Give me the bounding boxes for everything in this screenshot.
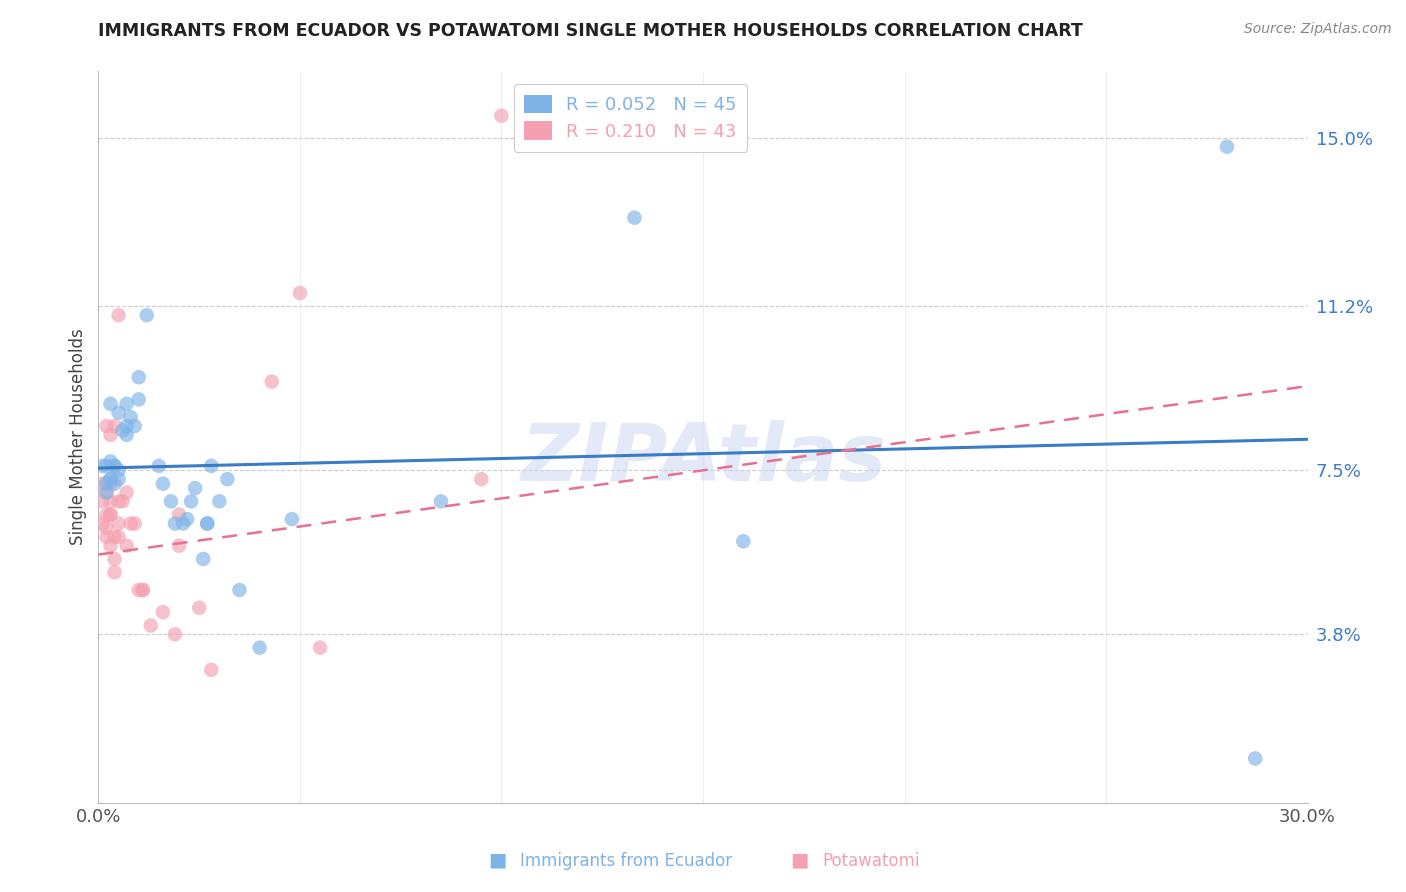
Point — [135, 308, 157, 322]
Point — [91, 476, 114, 491]
Point — [103, 458, 125, 473]
Point — [115, 428, 138, 442]
Point — [111, 494, 134, 508]
Point — [228, 582, 250, 597]
Point — [120, 410, 142, 425]
Point — [128, 582, 150, 597]
Point — [96, 476, 118, 491]
Text: ■: ■ — [488, 851, 506, 870]
Point — [184, 481, 207, 495]
Point — [100, 508, 122, 522]
Point — [96, 458, 118, 473]
Text: IMMIGRANTS FROM ECUADOR VS POTAWATOMI SINGLE MOTHER HOUSEHOLDS CORRELATION CHART: IMMIGRANTS FROM ECUADOR VS POTAWATOMI SI… — [98, 22, 1083, 40]
Point — [128, 392, 150, 407]
Point — [100, 454, 122, 468]
Point — [160, 494, 183, 508]
Text: Immigrants from Ecuador: Immigrants from Ecuador — [520, 852, 733, 870]
Point — [217, 472, 239, 486]
Text: Potawatomi: Potawatomi — [823, 852, 920, 870]
Text: Source: ZipAtlas.com: Source: ZipAtlas.com — [1244, 22, 1392, 37]
Point — [200, 663, 222, 677]
Point — [152, 605, 174, 619]
Point — [103, 552, 125, 566]
Point — [193, 552, 215, 566]
Point — [100, 539, 122, 553]
Point — [249, 640, 271, 655]
Point — [163, 627, 186, 641]
Point — [100, 472, 122, 486]
Point — [623, 211, 645, 225]
Text: ■: ■ — [790, 851, 808, 870]
Point — [103, 530, 125, 544]
Point — [288, 285, 311, 300]
Point — [172, 516, 194, 531]
Point — [91, 494, 114, 508]
Point — [103, 419, 125, 434]
Point — [167, 508, 190, 522]
Point — [195, 516, 218, 531]
Point — [124, 516, 146, 531]
Point — [96, 521, 118, 535]
Point — [188, 600, 211, 615]
Point — [96, 419, 118, 434]
Point — [100, 397, 122, 411]
Point — [120, 516, 142, 531]
Point — [103, 476, 125, 491]
Point — [91, 458, 114, 473]
Point — [96, 508, 118, 522]
Point — [107, 516, 129, 531]
Point — [167, 539, 190, 553]
Point — [96, 485, 118, 500]
Point — [176, 512, 198, 526]
Point — [100, 428, 122, 442]
Point — [1216, 139, 1239, 153]
Point — [281, 512, 304, 526]
Point — [107, 494, 129, 508]
Point — [100, 508, 122, 522]
Point — [107, 463, 129, 477]
Point — [107, 530, 129, 544]
Point — [111, 424, 134, 438]
Point — [430, 494, 453, 508]
Y-axis label: Single Mother Households: Single Mother Households — [69, 329, 87, 545]
Point — [128, 370, 150, 384]
Point — [103, 458, 125, 473]
Point — [491, 109, 513, 123]
Point — [470, 472, 492, 486]
Point — [132, 582, 155, 597]
Point — [96, 476, 118, 491]
Point — [115, 419, 138, 434]
Point — [309, 640, 332, 655]
Point — [115, 485, 138, 500]
Point — [100, 494, 122, 508]
Point — [163, 516, 186, 531]
Point — [132, 582, 155, 597]
Point — [115, 397, 138, 411]
Point — [107, 406, 129, 420]
Point — [91, 516, 114, 531]
Point — [152, 476, 174, 491]
Point — [195, 516, 218, 531]
Point — [148, 458, 170, 473]
Point — [208, 494, 231, 508]
Point — [1244, 751, 1267, 765]
Point — [733, 534, 755, 549]
Legend: R = 0.052   N = 45, R = 0.210   N = 43: R = 0.052 N = 45, R = 0.210 N = 43 — [513, 84, 748, 152]
Point — [180, 494, 202, 508]
Point — [200, 458, 222, 473]
Point — [100, 476, 122, 491]
Point — [96, 530, 118, 544]
Point — [100, 472, 122, 486]
Point — [115, 539, 138, 553]
Point — [107, 472, 129, 486]
Point — [139, 618, 162, 632]
Point — [260, 375, 283, 389]
Point — [103, 566, 125, 580]
Point — [96, 485, 118, 500]
Point — [107, 308, 129, 322]
Text: ZIPAtlas: ZIPAtlas — [520, 420, 886, 498]
Point — [124, 419, 146, 434]
